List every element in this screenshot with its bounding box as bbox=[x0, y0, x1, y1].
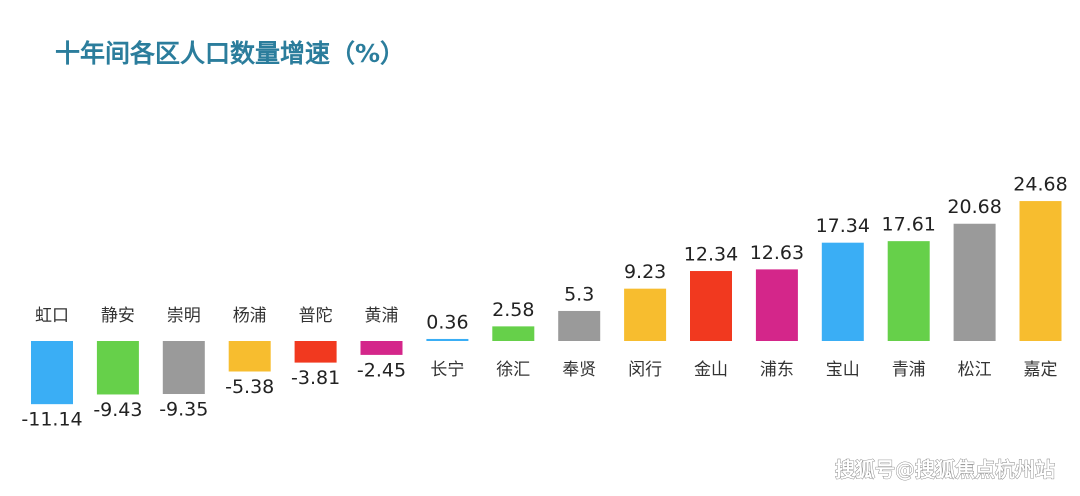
chart-title: 十年间各区人口数量增速（%） bbox=[55, 39, 405, 68]
bar bbox=[953, 223, 996, 341]
category-label: 静安 bbox=[101, 306, 135, 326]
category-label: 青浦 bbox=[892, 360, 926, 380]
bar bbox=[426, 338, 469, 341]
bar bbox=[558, 310, 601, 341]
value-label: 12.34 bbox=[684, 244, 738, 266]
bar bbox=[690, 271, 732, 341]
category-label: 闵行 bbox=[628, 360, 662, 380]
value-label: 12.63 bbox=[750, 242, 804, 264]
category-label: 普陀 bbox=[299, 306, 333, 326]
bar bbox=[821, 242, 864, 341]
value-label: -9.43 bbox=[93, 399, 142, 421]
watermark: 搜狐号@搜狐焦点杭州站 bbox=[835, 458, 1055, 482]
category-label: 黄浦 bbox=[365, 306, 399, 326]
bar bbox=[755, 269, 798, 341]
value-label: 0.36 bbox=[426, 311, 468, 333]
category-label: 虹口 bbox=[35, 306, 69, 326]
bar bbox=[31, 341, 73, 405]
value-label: -9.35 bbox=[159, 399, 208, 421]
bar bbox=[228, 341, 271, 372]
category-label: 金山 bbox=[694, 360, 728, 380]
bar bbox=[360, 341, 403, 355]
bar bbox=[887, 241, 930, 341]
value-label: 2.58 bbox=[492, 299, 534, 321]
value-label: -11.14 bbox=[21, 409, 82, 431]
value-label: 5.3 bbox=[564, 283, 594, 305]
bar bbox=[624, 288, 667, 341]
value-label: -2.45 bbox=[357, 359, 406, 381]
value-label: 17.61 bbox=[881, 214, 935, 236]
bar bbox=[96, 341, 139, 395]
value-label: 24.68 bbox=[1013, 174, 1067, 196]
bar bbox=[162, 341, 205, 395]
category-label: 崇明 bbox=[167, 306, 201, 326]
bar bbox=[294, 341, 337, 363]
category-label: 杨浦 bbox=[233, 306, 267, 326]
value-label: -5.38 bbox=[225, 376, 274, 398]
category-label: 徐汇 bbox=[496, 360, 530, 380]
bar bbox=[1019, 201, 1062, 341]
bar bbox=[492, 326, 535, 341]
value-label: 20.68 bbox=[947, 196, 1001, 218]
category-label: 宝山 bbox=[826, 360, 860, 380]
category-label: 浦东 bbox=[760, 360, 794, 380]
category-label: 松江 bbox=[958, 360, 992, 380]
value-label: 17.34 bbox=[816, 215, 870, 237]
value-label: -3.81 bbox=[291, 367, 340, 389]
category-label: 嘉定 bbox=[1024, 360, 1058, 380]
category-label: 长宁 bbox=[430, 360, 464, 380]
category-label: 奉贤 bbox=[562, 360, 596, 380]
value-label: 9.23 bbox=[624, 261, 666, 283]
